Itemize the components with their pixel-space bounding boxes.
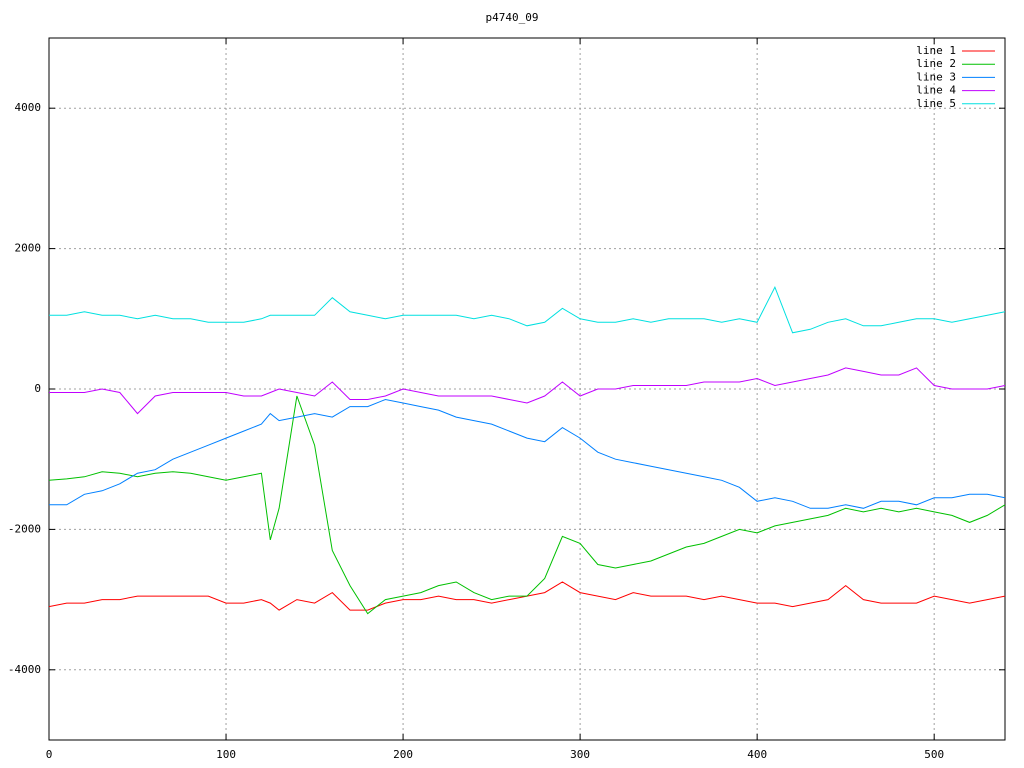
x-tick-label: 0 [46,748,53,761]
series-line [49,367,1006,415]
legend-label: line 2 [916,57,956,70]
x-tick-label: 400 [747,748,767,761]
series-line [49,285,1006,334]
x-tick-label: 500 [924,748,944,761]
chart-title: p4740_09 [486,11,539,24]
y-tick-label: 4000 [15,101,42,114]
plot-border [48,37,1006,741]
legend-label: line 3 [916,70,956,83]
series-line [48,395,1006,615]
x-tick-label: 300 [570,748,590,761]
series-line [48,581,1006,611]
legend-label: line 5 [916,97,956,110]
x-tick-label: 100 [216,748,236,761]
y-tick-label: -2000 [8,522,41,535]
x-tick-label: 200 [393,748,413,761]
y-tick-label: -4000 [8,663,41,676]
legend-label: line 4 [916,84,956,97]
y-tick-label: 0 [34,382,41,395]
legend-label: line 1 [916,44,956,57]
y-tick-label: 2000 [15,242,42,255]
series-line [49,398,1006,509]
